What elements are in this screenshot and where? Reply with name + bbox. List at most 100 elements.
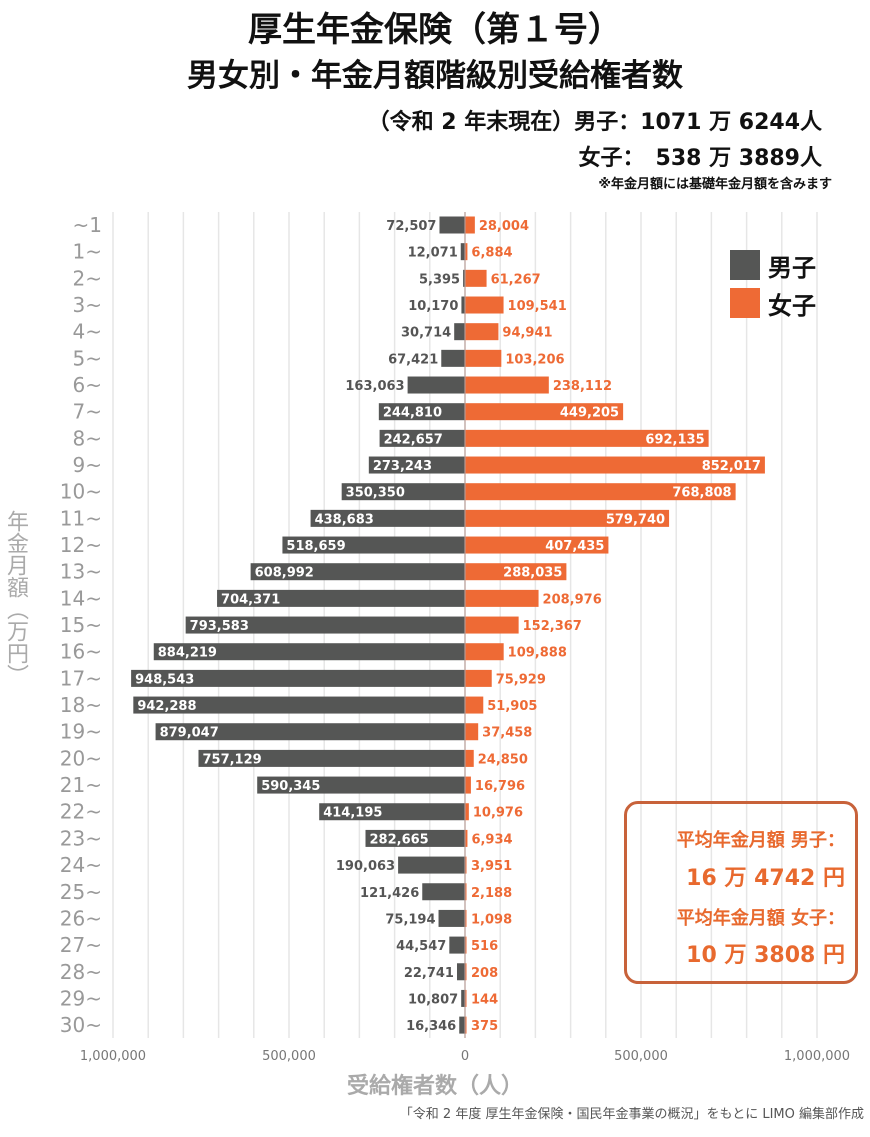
y-tick-label: 15~ <box>60 613 102 637</box>
bar-male <box>449 936 465 954</box>
y-tick-label: 16~ <box>60 640 102 664</box>
data-label-male: 12,071 <box>408 246 458 261</box>
bar-female <box>465 989 467 1007</box>
data-label-male: 5,395 <box>419 272 460 287</box>
footnote: ※年金月額には基礎年金月額を含みます <box>598 177 832 192</box>
data-label-male: 163,063 <box>345 379 404 394</box>
bar-female <box>465 723 479 741</box>
bar-male <box>133 696 465 714</box>
data-label-male: 30,714 <box>401 326 451 341</box>
y-tick-label: 14~ <box>60 586 102 610</box>
bar-female <box>465 483 736 501</box>
data-label-female: 579,740 <box>606 512 665 527</box>
bar-female <box>465 856 467 874</box>
data-label-male: 608,992 <box>255 566 314 581</box>
bar-female <box>465 669 492 687</box>
bar-female <box>465 696 484 714</box>
data-label-male: 879,047 <box>160 726 219 741</box>
bar-female <box>465 323 499 341</box>
data-label-male: 793,583 <box>190 619 249 634</box>
data-label-female: 144 <box>471 992 498 1007</box>
x-tick-label: 0 <box>461 1049 469 1064</box>
avg-female-label: 平均年金月額 女子： <box>676 908 845 929</box>
y-tick-label: 7~ <box>73 400 102 424</box>
bar-male <box>319 803 465 821</box>
data-label-male: 72,507 <box>386 219 436 234</box>
bar-female <box>465 296 504 314</box>
bar-male <box>131 669 466 687</box>
bar-female <box>465 243 468 261</box>
total-female: 女子： 538 万 3889人 <box>578 146 822 171</box>
bar-male <box>459 1016 465 1034</box>
data-label-male: 282,665 <box>370 832 429 847</box>
bar-male <box>310 509 465 527</box>
data-label-female: 375 <box>471 1019 498 1034</box>
avg-male-value: 16 万 4742 円 <box>686 866 845 891</box>
bar-male <box>456 963 465 981</box>
data-label-male: 704,371 <box>221 592 280 607</box>
y-tick-label: 2~ <box>73 266 102 290</box>
legend-swatch-female <box>730 288 760 318</box>
y-tick-label: 20~ <box>60 746 102 770</box>
data-label-male: 884,219 <box>158 646 217 661</box>
data-label-female: 208,976 <box>543 592 602 607</box>
data-label-female: 288,035 <box>503 566 562 581</box>
data-label-female: 109,541 <box>508 299 567 314</box>
bar-female <box>465 1016 467 1034</box>
y-tick-label: 23~ <box>60 826 102 850</box>
data-label-female: 407,435 <box>545 539 604 554</box>
bar-male <box>407 376 465 394</box>
legend-swatch-male <box>730 250 760 280</box>
data-label-female: 37,458 <box>482 726 532 741</box>
data-label-female: 768,808 <box>672 486 731 501</box>
data-label-female: 2,188 <box>471 886 512 901</box>
y-tick-label: 9~ <box>73 453 102 477</box>
chart-subtitle: 男女別・年金月額階級別受給権者数 <box>187 58 683 94</box>
bar-female <box>465 803 469 821</box>
bar-female <box>465 883 467 901</box>
data-label-female: 109,888 <box>508 646 567 661</box>
data-label-female: 3,951 <box>471 859 512 874</box>
legend-item-female: 女子 <box>730 284 816 322</box>
data-label-female: 449,205 <box>560 406 619 421</box>
y-tick-label: 29~ <box>60 986 102 1010</box>
y-tick-label: 26~ <box>60 906 102 930</box>
bar-male <box>155 723 466 741</box>
x-tick-label: 1,000,000 <box>784 1049 850 1064</box>
data-label-male: 757,129 <box>202 752 261 767</box>
data-label-female: 6,884 <box>471 246 512 261</box>
bar-male <box>438 909 465 927</box>
y-tick-label: 6~ <box>73 373 102 397</box>
average-pension-box: 平均年金月額 男子： 16 万 4742 円 平均年金月額 女子： 10 万 3… <box>624 801 858 984</box>
y-tick-label: 10~ <box>60 480 102 504</box>
data-label-male: 518,659 <box>286 539 345 554</box>
data-label-female: 61,267 <box>491 272 541 287</box>
bar-male <box>365 829 465 847</box>
bar-male <box>398 856 465 874</box>
source-note: 「令和 2 年度 厚生年金保険・国民年金事業の概況」をもとに LIMO 編集部作… <box>399 1107 864 1122</box>
bar-female <box>465 909 467 927</box>
bar-female <box>465 936 467 954</box>
y-tick-label: 25~ <box>60 880 102 904</box>
bar-male <box>282 536 465 554</box>
bar-male <box>341 483 465 501</box>
y-tick-label: 30~ <box>60 1013 102 1037</box>
bar-male <box>439 216 465 234</box>
bar-male <box>198 749 465 767</box>
bar-female <box>465 643 504 661</box>
bar-female <box>465 536 609 554</box>
bar-male <box>257 776 465 794</box>
bar-female <box>465 403 624 421</box>
data-label-male: 948,543 <box>135 672 194 687</box>
bar-male <box>378 403 465 421</box>
y-tick-label: 12~ <box>60 533 102 557</box>
data-label-male: 244,810 <box>383 406 442 421</box>
bar-female <box>465 269 487 287</box>
x-tick-label: 500,000 <box>262 1049 316 1064</box>
bar-female <box>465 216 475 234</box>
data-label-male: 242,657 <box>384 432 443 447</box>
data-label-male: 590,345 <box>261 779 320 794</box>
data-label-female: 208 <box>471 966 498 981</box>
bar-female <box>465 376 549 394</box>
